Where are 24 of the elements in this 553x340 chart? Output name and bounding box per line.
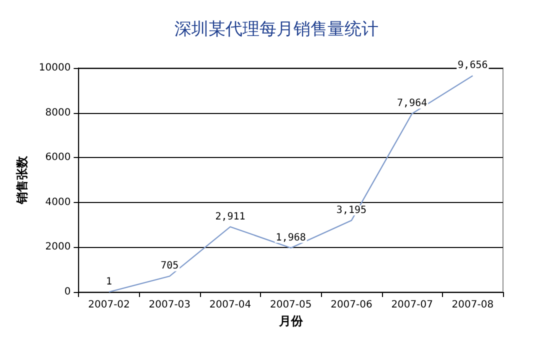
line-series xyxy=(108,75,474,293)
data-label: 705 xyxy=(160,260,179,272)
data-label: 2,911 xyxy=(215,211,246,222)
y-axis-title: 销售张数 xyxy=(15,155,29,205)
x-tick-label: 2007-08 xyxy=(452,300,494,310)
x-tick-label: 2007-03 xyxy=(148,300,191,310)
y-tick-label: 8000 xyxy=(45,107,71,118)
y-tick-label: 6000 xyxy=(45,152,71,164)
data-label: 1 xyxy=(106,276,112,288)
y-tick-label: 10000 xyxy=(38,62,71,74)
data-label: 3,195 xyxy=(336,204,367,216)
data-label: 7,964 xyxy=(397,98,428,110)
y-tick-label: 0 xyxy=(64,286,71,298)
x-tick-label: 2007-07 xyxy=(391,300,433,310)
data-label: 1,968 xyxy=(276,232,306,244)
y-tick-label: 4000 xyxy=(45,196,71,208)
x-tick-label: 2007-02 xyxy=(88,300,130,310)
x-axis-title: 月份 xyxy=(278,314,304,328)
y-tick-label: 2000 xyxy=(45,242,71,253)
chart-title: 深圳某代理每月销售量统计 xyxy=(174,20,378,40)
x-tick-label: 2007-05 xyxy=(270,300,312,310)
data-label: 9,656 xyxy=(458,60,488,72)
x-tick-label: 2007-04 xyxy=(209,300,252,310)
x-tick-label: 2007-06 xyxy=(330,300,372,310)
